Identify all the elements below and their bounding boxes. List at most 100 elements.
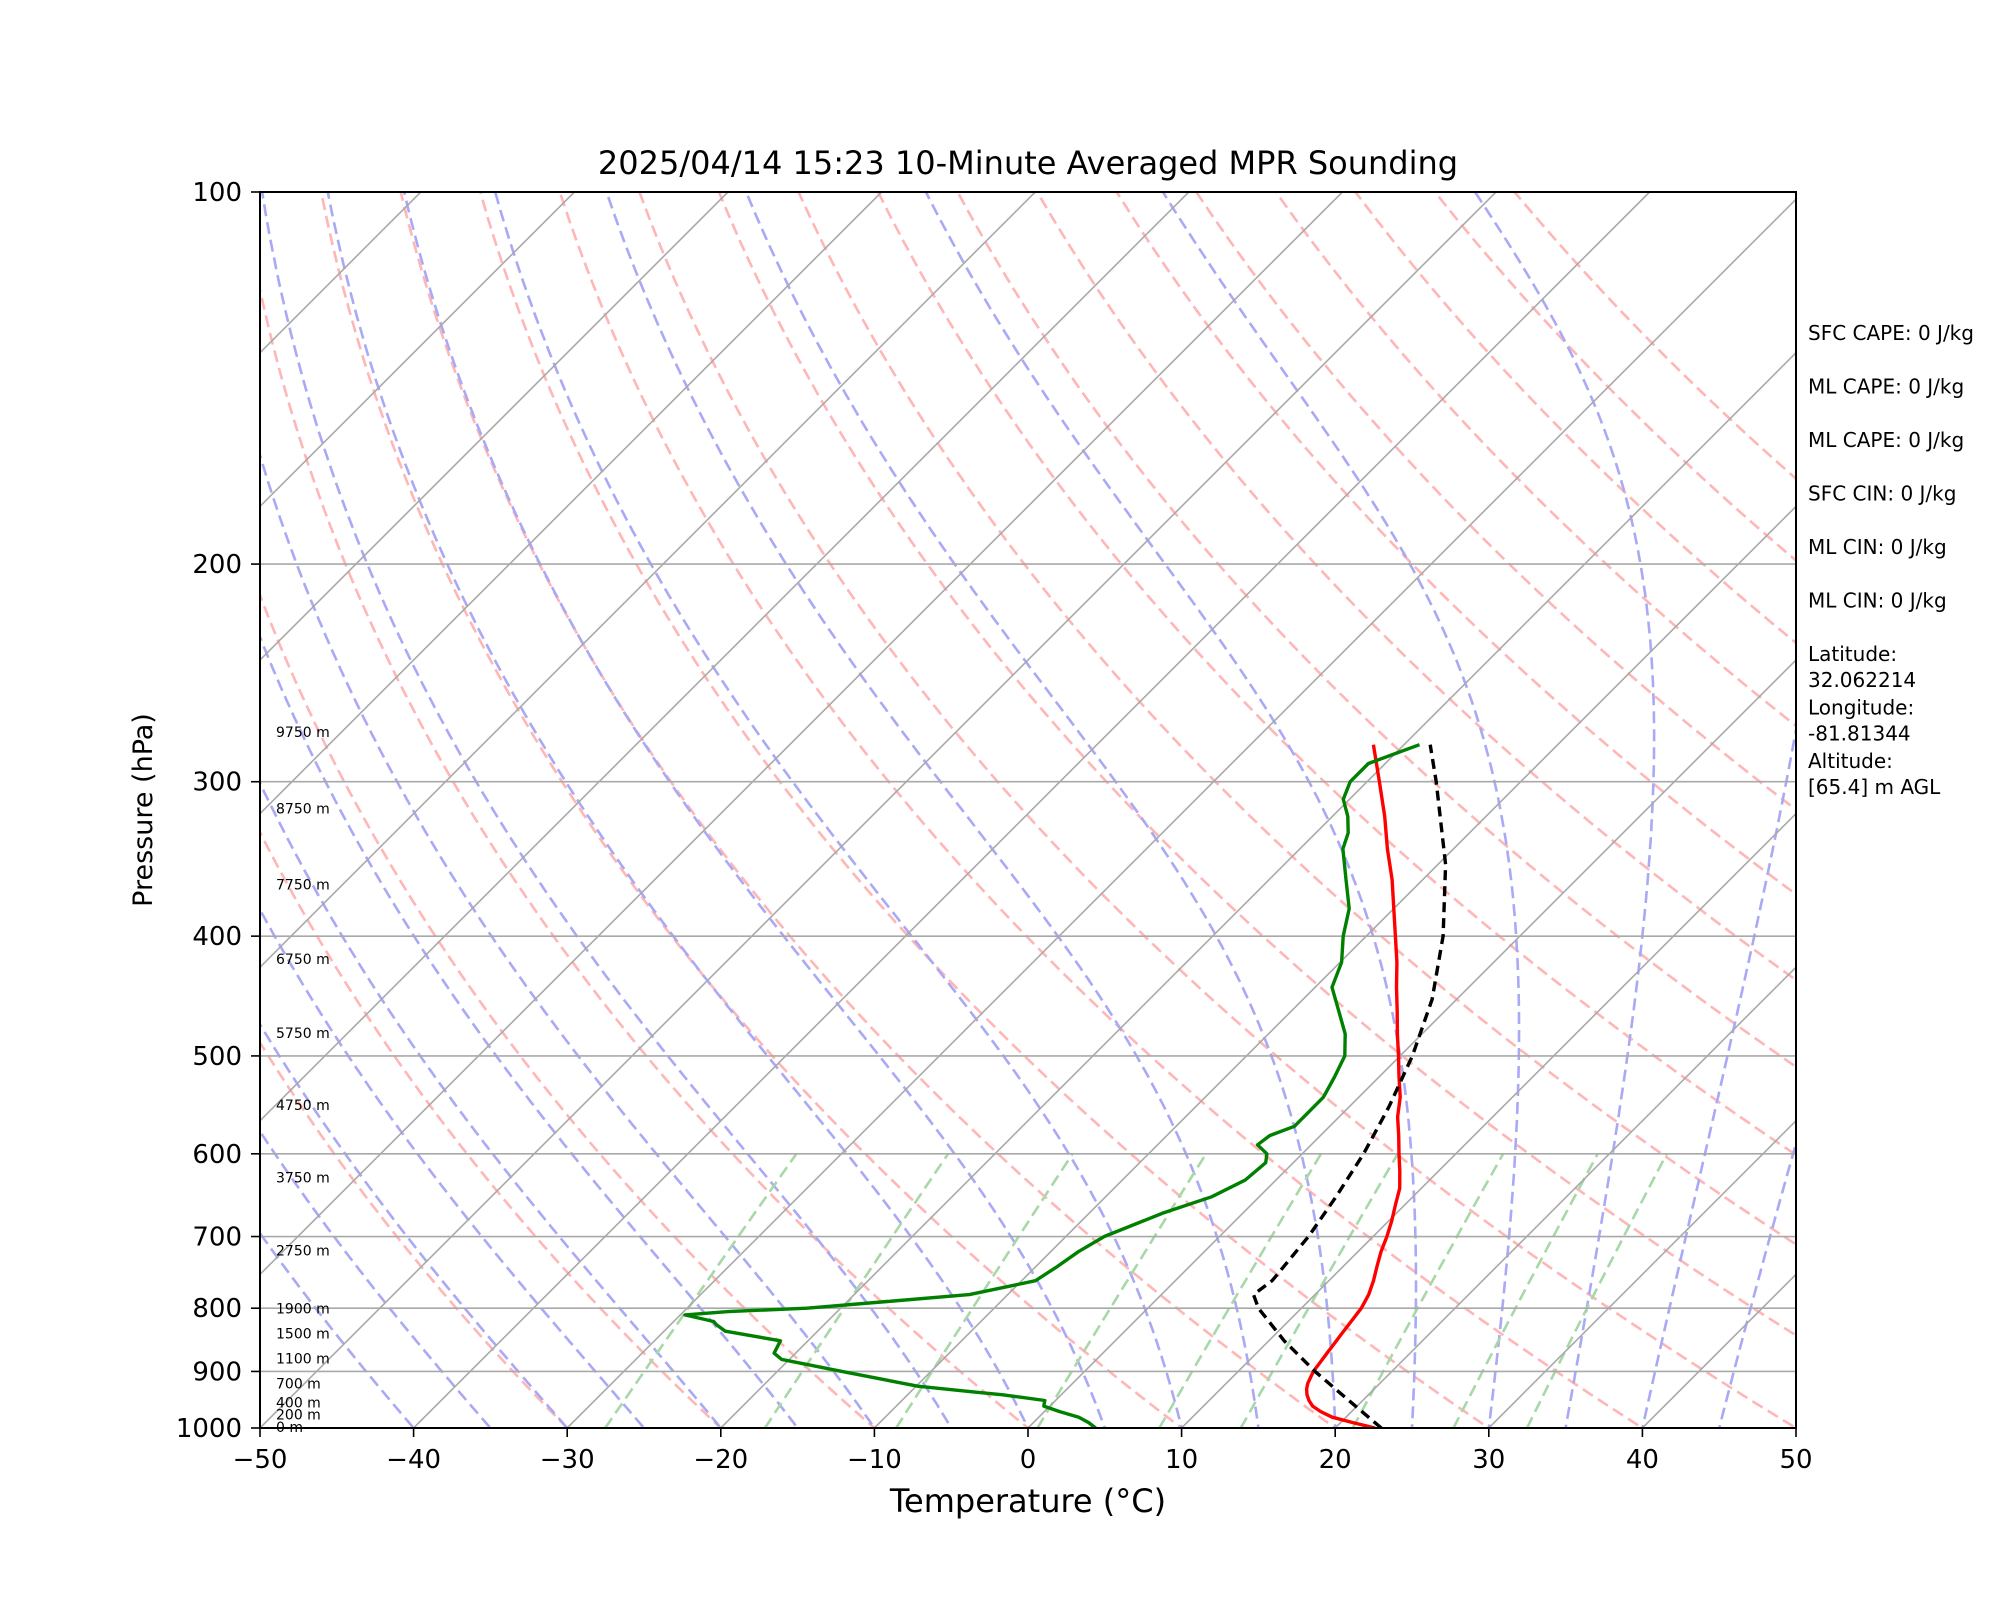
mixing-ratio-line bbox=[604, 1153, 798, 1428]
mixing-ratio-line bbox=[1158, 1153, 1323, 1428]
annotation-line: ML CIN: 0 J/kg bbox=[1808, 589, 1947, 613]
height-label: 4750 m bbox=[276, 1098, 330, 1114]
stability-annotations: SFC CAPE: 0 J/kg ML CAPE: 0 J/kg ML CAPE: … bbox=[1808, 321, 1974, 799]
y-axis-ticks: 100 200 300 400 500 600 700 800 900 1000 bbox=[176, 178, 260, 1444]
y-axis-label: Pressure (hPa) bbox=[128, 713, 159, 907]
moist-adiabat bbox=[260, 633, 800, 1428]
moist-adiabat bbox=[260, 1022, 569, 1428]
x-tick-label: 40 bbox=[1626, 1445, 1659, 1475]
height-label: 2750 m bbox=[276, 1244, 330, 1260]
dry-adiabat bbox=[399, 192, 1338, 1428]
mixing-ratio-line bbox=[763, 1153, 950, 1428]
isotherm bbox=[260, 192, 729, 662]
isotherm bbox=[566, 198, 1796, 1428]
pressure-gridlines bbox=[260, 563, 1796, 1373]
y-tick-label: 200 bbox=[192, 550, 242, 580]
mixing-ratio-line bbox=[1452, 1153, 1599, 1428]
annotation-line: Altitude: bbox=[1808, 749, 1893, 773]
moist-adiabat bbox=[260, 192, 953, 1428]
moist-adiabat bbox=[260, 1129, 493, 1428]
dry-adiabat bbox=[797, 192, 1796, 1246]
annotation-line: ML CAPE: 0 J/kg bbox=[1808, 428, 1964, 452]
mixing-ratio-line bbox=[1525, 1153, 1668, 1428]
height-label: 200 m bbox=[276, 1408, 321, 1424]
isotherm bbox=[1488, 1119, 1796, 1428]
height-label: 9750 m bbox=[276, 725, 330, 741]
moist-adiabat bbox=[402, 192, 1107, 1428]
plot-frame bbox=[259, 191, 1797, 1429]
isotherm bbox=[1181, 812, 1796, 1428]
annotation-line: 32.062214 bbox=[1808, 668, 1916, 692]
annotation-line: Latitude: bbox=[1808, 642, 1897, 666]
moist-adiabat bbox=[1161, 192, 1521, 1428]
height-label: 5750 m bbox=[276, 1026, 330, 1042]
dry-adiabat bbox=[638, 192, 1796, 1428]
dewpoint-profile bbox=[683, 743, 1421, 1428]
x-tick-label: −30 bbox=[540, 1445, 595, 1475]
x-axis-ticks: −50 −40 −30 −20 −10 0 10 20 30 40 50 bbox=[233, 1428, 1813, 1475]
dry-adiabat bbox=[1512, 192, 1796, 481]
dry-adiabat bbox=[260, 829, 723, 1428]
sounding-profiles bbox=[683, 743, 1448, 1428]
moist-adiabat bbox=[1717, 1138, 1796, 1428]
annotation-line: ML CAPE: 0 J/kg bbox=[1808, 375, 1964, 399]
x-tick-label: −50 bbox=[233, 1445, 288, 1475]
x-tick-label: 0 bbox=[1020, 1445, 1037, 1475]
height-label: 1500 m bbox=[276, 1326, 330, 1342]
moist-adiabat bbox=[1641, 722, 1796, 1428]
dry-adiabat bbox=[876, 192, 1796, 1157]
isotherm bbox=[873, 505, 1796, 1428]
dry-adiabat bbox=[260, 284, 1031, 1428]
height-label: 1100 m bbox=[276, 1351, 330, 1367]
moist-adiabat bbox=[924, 192, 1418, 1428]
dry-adiabat bbox=[956, 192, 1796, 1069]
height-label: 6750 m bbox=[276, 952, 330, 968]
moist-adiabat bbox=[1473, 192, 1656, 1428]
annotation-line: SFC CIN: 0 J/kg bbox=[1808, 482, 1956, 506]
x-tick-label: −10 bbox=[847, 1445, 902, 1475]
isotherm bbox=[260, 192, 883, 815]
dry-adiabat bbox=[319, 192, 1184, 1428]
chart-title: 2025/04/14 15:23 10-Minute Averaged MPR … bbox=[598, 144, 1458, 182]
dry-adiabat bbox=[1274, 192, 1796, 728]
dry-adiabat bbox=[1035, 192, 1796, 982]
isotherm bbox=[720, 351, 1796, 1428]
mixing-ratio-line bbox=[1036, 1153, 1208, 1428]
dry-adiabat bbox=[260, 591, 877, 1428]
x-axis-label: Temperature (°C) bbox=[889, 1482, 1166, 1520]
x-tick-label: 20 bbox=[1319, 1445, 1352, 1475]
y-tick-label: 1000 bbox=[176, 1414, 242, 1444]
isotherm bbox=[260, 192, 1190, 1122]
isotherm bbox=[260, 192, 575, 508]
x-tick-label: −40 bbox=[386, 1445, 441, 1475]
moist-adiabat bbox=[493, 192, 1183, 1428]
y-tick-label: 300 bbox=[192, 768, 242, 798]
isotherm bbox=[1027, 658, 1796, 1428]
height-label: 7750 m bbox=[276, 878, 330, 894]
y-tick-label: 800 bbox=[192, 1294, 242, 1324]
y-tick-label: 900 bbox=[192, 1357, 242, 1387]
y-tick-label: 700 bbox=[192, 1223, 242, 1253]
isotherm bbox=[260, 192, 1343, 1276]
annotation-line: [65.4] m AGL bbox=[1808, 775, 1941, 799]
annotation-line: SFC CAPE: 0 J/kg bbox=[1808, 321, 1974, 345]
moist-adiabat bbox=[260, 780, 723, 1428]
dry-adiabat bbox=[1353, 192, 1796, 645]
height-label: 1900 m bbox=[276, 1302, 330, 1318]
isotherm bbox=[1334, 966, 1796, 1428]
isotherm bbox=[413, 192, 1651, 1428]
dry-adiabat bbox=[1194, 192, 1796, 812]
annotation-line: Longitude: bbox=[1808, 696, 1914, 720]
dry-adiabat bbox=[558, 192, 1645, 1428]
y-tick-label: 600 bbox=[192, 1140, 242, 1170]
mixing-ratio-line bbox=[895, 1153, 1074, 1428]
height-label: 400 m bbox=[276, 1395, 321, 1411]
dry-adiabat bbox=[717, 192, 1796, 1337]
moist-adiabat bbox=[260, 451, 876, 1428]
parcel-profile bbox=[1251, 744, 1448, 1428]
moist-adiabat bbox=[326, 192, 1030, 1428]
x-tick-label: −20 bbox=[693, 1445, 748, 1475]
isotherm bbox=[260, 192, 1036, 969]
